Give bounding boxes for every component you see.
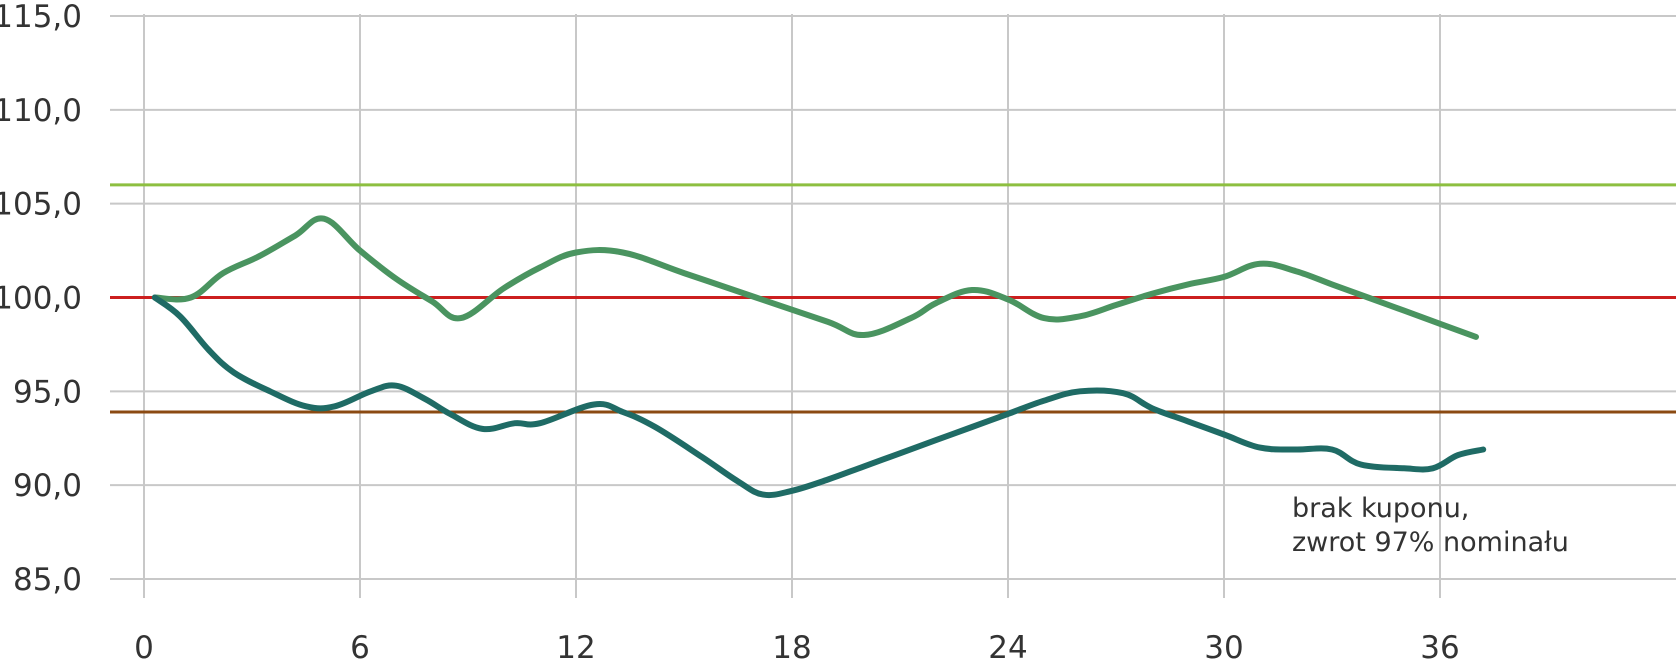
x-tick-label: 30 xyxy=(1204,630,1243,659)
series-line-1 xyxy=(151,215,1479,340)
y-tick-label: 90,0 xyxy=(13,468,82,504)
y-tick-label: 100,0 xyxy=(0,281,82,317)
y-axis: 85,0 90,0 95,0 100,0 105,0 110,0 115,0 xyxy=(0,0,82,598)
y-tick-label: 115,0 xyxy=(0,0,82,35)
x-tick-label: 36 xyxy=(1420,630,1459,659)
y-tick-label: 105,0 xyxy=(0,187,82,223)
chart-series xyxy=(151,215,1487,499)
x-tick-label: 0 xyxy=(134,630,154,659)
y-tick-label: 95,0 xyxy=(13,374,82,410)
y-tick-label: 110,0 xyxy=(0,93,82,129)
reference-lines xyxy=(110,183,1676,414)
annotation-line-2: zwrot 97% nominału xyxy=(1292,527,1569,558)
chart-annotation: brak kuponu, zwrot 97% nominału xyxy=(1292,492,1569,560)
x-tick-label: 24 xyxy=(988,630,1027,659)
x-tick-label: 12 xyxy=(556,630,595,659)
annotation-line-1: brak kuponu, xyxy=(1292,493,1470,524)
series-line-2 xyxy=(151,294,1487,499)
x-tick-label: 6 xyxy=(350,630,370,659)
x-axis: 0 6 12 18 24 30 36 xyxy=(134,630,1460,659)
x-tick-label: 18 xyxy=(772,630,811,659)
y-tick-label: 85,0 xyxy=(13,562,82,598)
